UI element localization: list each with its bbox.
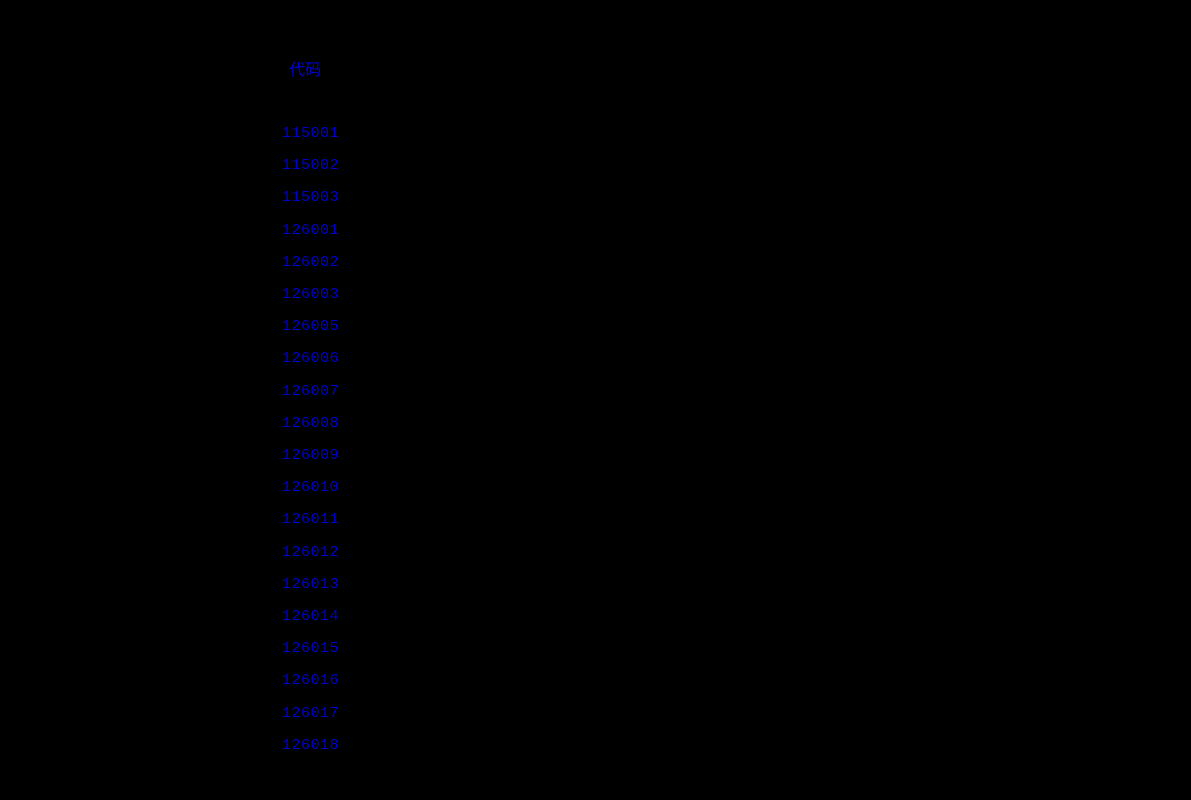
code-link[interactable]: 115003 [282,182,339,214]
code-link[interactable]: 126018 [282,730,339,762]
column-header-code: 代码 [289,56,321,80]
code-link[interactable]: 126001 [282,215,339,247]
main-container: 代码 115001 115002 115003 126001 126002 12… [0,0,1191,800]
code-link[interactable]: 126010 [282,472,339,504]
code-link[interactable]: 126011 [282,504,339,536]
code-link[interactable]: 126016 [282,665,339,697]
code-list: 115001 115002 115003 126001 126002 12600… [282,118,339,762]
code-link[interactable]: 126012 [282,537,339,569]
code-link[interactable]: 115002 [282,150,339,182]
code-link[interactable]: 126015 [282,633,339,665]
code-link[interactable]: 126013 [282,569,339,601]
code-link[interactable]: 126017 [282,698,339,730]
code-link[interactable]: 126007 [282,376,339,408]
code-link[interactable]: 126009 [282,440,339,472]
code-link[interactable]: 126008 [282,408,339,440]
code-link[interactable]: 126003 [282,279,339,311]
code-link[interactable]: 126005 [282,311,339,343]
code-link[interactable]: 126014 [282,601,339,633]
code-link[interactable]: 126006 [282,343,339,375]
code-link[interactable]: 115001 [282,118,339,150]
code-link[interactable]: 126002 [282,247,339,279]
